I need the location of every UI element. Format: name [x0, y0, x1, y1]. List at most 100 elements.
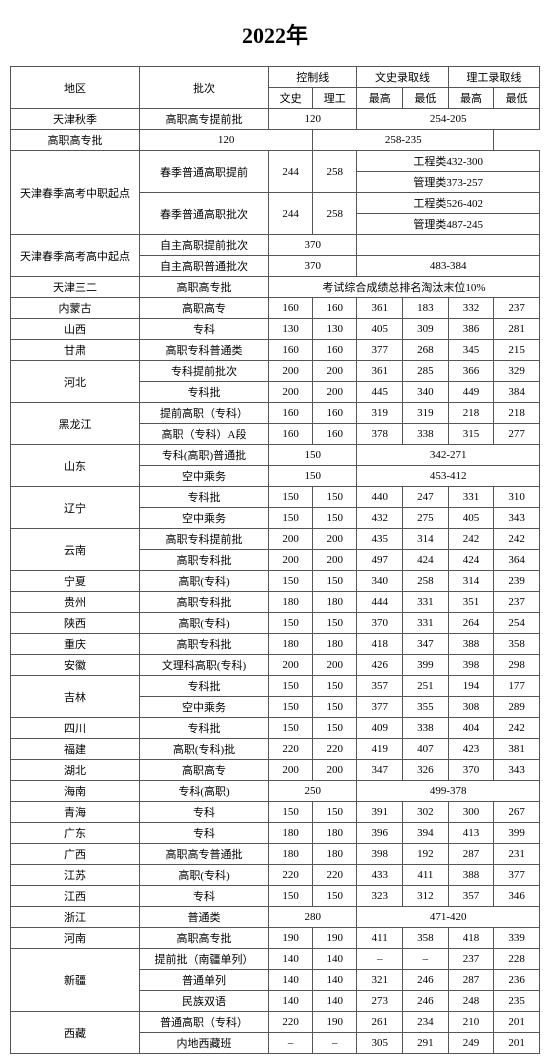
cell-batch: 高职高专批	[140, 928, 269, 949]
cell-batch: 内地西藏班	[140, 1033, 269, 1054]
cell-wmax: 409	[357, 718, 403, 739]
cell-merged: 258-235	[313, 130, 494, 151]
cell-wmax: 435	[357, 529, 403, 550]
cell-wmax: 273	[357, 991, 403, 1012]
cell-region: 河南	[11, 928, 140, 949]
cell-lmin: 177	[494, 676, 540, 697]
cell-wmin: 314	[403, 529, 449, 550]
cell-batch: 高职专科批	[140, 550, 269, 571]
cell-control: 150	[269, 697, 313, 718]
cell-wmin: 291	[403, 1033, 449, 1054]
cell-lmax: 194	[448, 676, 494, 697]
cell-lmin: 289	[494, 697, 540, 718]
cell-control: 258	[313, 151, 357, 193]
cell-control: 220	[269, 739, 313, 760]
cell-control: 220	[313, 865, 357, 886]
cell-lmin: 343	[494, 508, 540, 529]
cell-lmax: 308	[448, 697, 494, 718]
cell-control: 180	[269, 592, 313, 613]
cell-control: 200	[313, 550, 357, 571]
table-row: 宁夏高职(专科)150150340258314239	[11, 571, 540, 592]
cell-batch: 专科批	[140, 676, 269, 697]
th-control: 控制线	[269, 67, 357, 88]
table-row: 云南高职专科提前批200200435314242242	[11, 529, 540, 550]
cell-lmin: 215	[494, 340, 540, 361]
cell-batch: 专科提前批次	[140, 361, 269, 382]
cell-control: 150	[313, 802, 357, 823]
cell-lmax: 388	[448, 865, 494, 886]
cell-merged: 499-378	[357, 781, 540, 802]
cell-control: 150	[269, 886, 313, 907]
cell-wmin: 331	[403, 592, 449, 613]
cell-region: 江苏	[11, 865, 140, 886]
cell-batch: 自主高职普通批次	[140, 256, 269, 277]
table-row: 江苏高职(专科)220220433411388377	[11, 865, 540, 886]
cell-region: 吉林	[11, 676, 140, 718]
cell-control: 120	[140, 130, 313, 151]
cell-region: 青海	[11, 802, 140, 823]
cell-batch: 高职高专批	[11, 130, 140, 151]
cell-lmax: 418	[448, 928, 494, 949]
cell-lmax: 332	[448, 298, 494, 319]
cell-batch: 专科	[140, 886, 269, 907]
cell-control: 200	[269, 529, 313, 550]
cell-lmin: 298	[494, 655, 540, 676]
cell-wmax: 305	[357, 1033, 403, 1054]
cell-merged: 342-271	[357, 445, 540, 466]
cell-region: 福建	[11, 739, 140, 760]
cell-control: 200	[269, 655, 313, 676]
table-row: 河北专科提前批次200200361285366329	[11, 361, 540, 382]
cell-lmax: 386	[448, 319, 494, 340]
cell-batch: 高职(专科)	[140, 613, 269, 634]
cell-wmin: 358	[403, 928, 449, 949]
cell-batch: 高职专科批	[140, 592, 269, 613]
cell-wmax: 418	[357, 634, 403, 655]
cell-wmin: 394	[403, 823, 449, 844]
cell-batch: 高职高专普通批	[140, 844, 269, 865]
cell-wmin: 347	[403, 634, 449, 655]
cell-wmin: 309	[403, 319, 449, 340]
cell-control: 244	[269, 151, 313, 193]
th-batch: 批次	[140, 67, 269, 109]
cell-lmin: 239	[494, 571, 540, 592]
cell-region: 江西	[11, 886, 140, 907]
cell-control: 160	[269, 424, 313, 445]
cell-control: 150	[313, 886, 357, 907]
cell-lmax: 210	[448, 1012, 494, 1033]
cell-lmin: 399	[494, 823, 540, 844]
table-row: 贵州高职专科批180180444331351237	[11, 592, 540, 613]
table-row: 天津三二高职高专批考试综合成绩总排名淘汰末位10%	[11, 277, 540, 298]
cell-control: 150	[269, 676, 313, 697]
cell-control: 140	[269, 970, 313, 991]
cell-wmin: –	[403, 949, 449, 970]
cell-control: 150	[313, 676, 357, 697]
cell-lmin: 254	[494, 613, 540, 634]
cell-lmax: 300	[448, 802, 494, 823]
cell-control: 220	[269, 1012, 313, 1033]
cell-merged: 管理类487-245	[357, 214, 540, 235]
cell-batch: 高职(专科)批	[140, 739, 269, 760]
cell-control: 150	[313, 571, 357, 592]
cell-wmax: 378	[357, 424, 403, 445]
cell-batch: 普通高职（专科）	[140, 1012, 269, 1033]
cell-control: 140	[269, 949, 313, 970]
cell-batch: 春季普通高职提前	[140, 151, 269, 193]
cell-lmin: 343	[494, 760, 540, 781]
cell-batch: 专科批	[140, 718, 269, 739]
cell-lmin: 384	[494, 382, 540, 403]
cell-region: 浙江	[11, 907, 140, 928]
cell-lmin: 381	[494, 739, 540, 760]
cell-lmax: 315	[448, 424, 494, 445]
cell-lmin: 329	[494, 361, 540, 382]
cell-lmin: 218	[494, 403, 540, 424]
cell-control: 150	[269, 466, 357, 487]
cell-wmax: 261	[357, 1012, 403, 1033]
table-row: 安徽文理科高职(专科)200200426399398298	[11, 655, 540, 676]
cell-region: 海南	[11, 781, 140, 802]
cell-control: 130	[269, 319, 313, 340]
cell-region: 天津春季高考高中起点	[11, 235, 140, 277]
cell-wmax: 361	[357, 298, 403, 319]
cell-region: 天津秋季	[11, 109, 140, 130]
cell-region: 甘肃	[11, 340, 140, 361]
th-wenshi: 文史录取线	[357, 67, 448, 88]
